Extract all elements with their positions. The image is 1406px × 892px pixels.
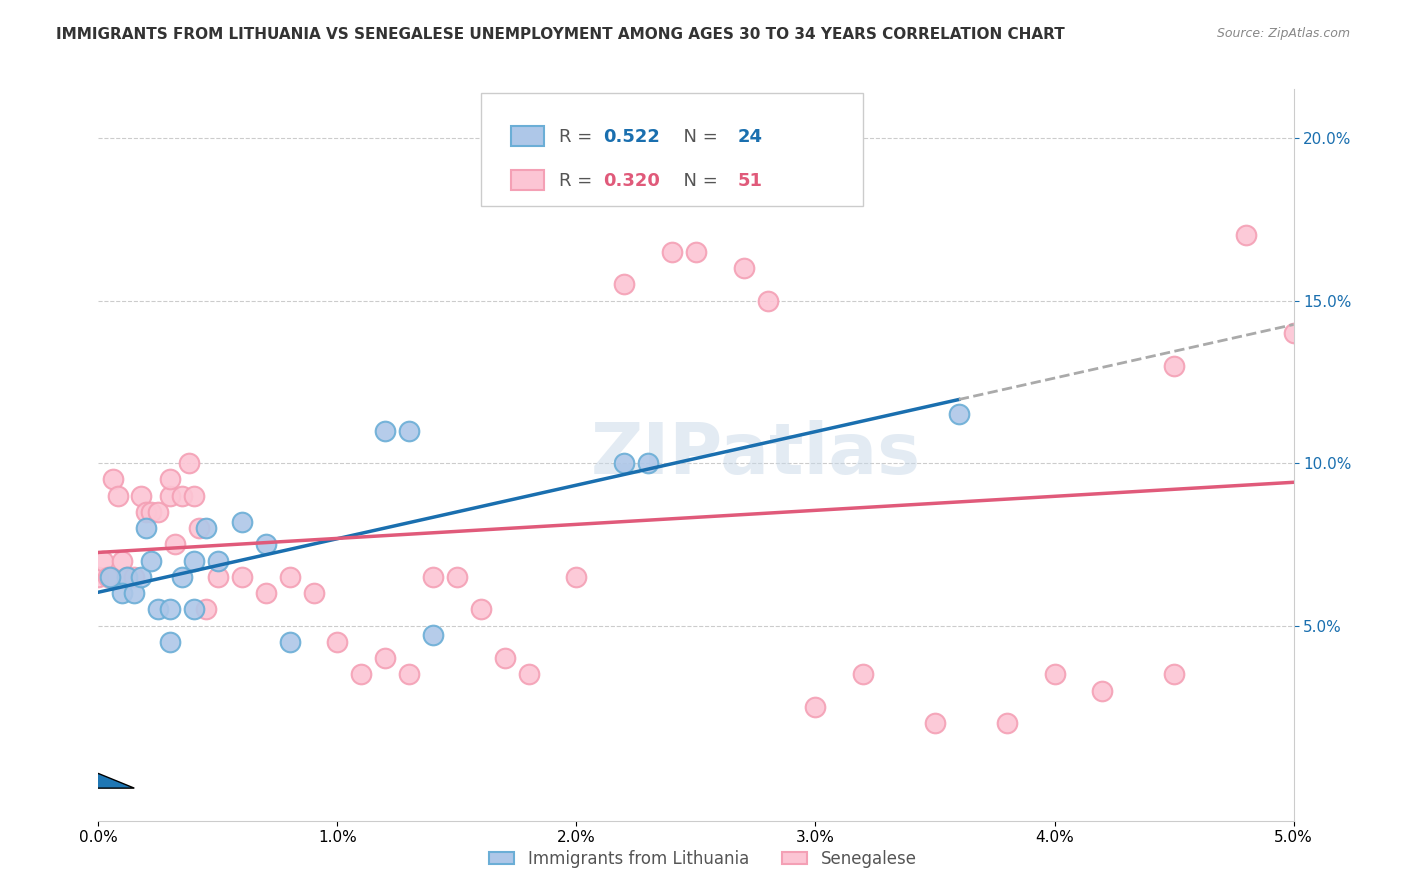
- Point: [124, 570, 146, 584]
- Point: [159, 635, 181, 649]
- Point: [179, 456, 201, 470]
- Point: [302, 586, 325, 600]
- Point: [183, 602, 205, 616]
- Point: [685, 244, 707, 259]
- Point: [804, 699, 827, 714]
- Point: [398, 667, 420, 681]
- FancyBboxPatch shape: [510, 169, 544, 190]
- Legend: Immigrants from Lithuania, Senegalese: Immigrants from Lithuania, Senegalese: [482, 844, 924, 875]
- Point: [446, 570, 468, 584]
- Text: R =: R =: [558, 171, 598, 190]
- Point: [135, 505, 157, 519]
- Point: [231, 515, 253, 529]
- Point: [183, 553, 205, 567]
- Point: [111, 586, 134, 600]
- Point: [87, 570, 110, 584]
- Point: [1282, 326, 1305, 340]
- Point: [278, 635, 301, 649]
- Text: 51: 51: [738, 171, 763, 190]
- Point: [135, 521, 157, 535]
- Point: [278, 570, 301, 584]
- Point: [254, 586, 277, 600]
- Text: N =: N =: [672, 171, 724, 190]
- Text: IMMIGRANTS FROM LITHUANIA VS SENEGALESE UNEMPLOYMENT AMONG AGES 30 TO 34 YEARS C: IMMIGRANTS FROM LITHUANIA VS SENEGALESE …: [56, 27, 1064, 42]
- Point: [1091, 683, 1114, 698]
- Point: [124, 586, 146, 600]
- Point: [422, 570, 444, 584]
- Point: [148, 602, 170, 616]
- Point: [131, 489, 153, 503]
- Text: N =: N =: [672, 128, 724, 145]
- Text: 0.320: 0.320: [603, 171, 659, 190]
- Point: [470, 602, 492, 616]
- Point: [517, 667, 540, 681]
- Text: 0.522: 0.522: [603, 128, 659, 145]
- Point: [231, 570, 253, 584]
- Point: [139, 553, 162, 567]
- Point: [115, 570, 138, 584]
- Point: [139, 505, 162, 519]
- Point: [207, 553, 229, 567]
- Point: [1043, 667, 1066, 681]
- Point: [195, 521, 218, 535]
- Point: [207, 570, 229, 584]
- Point: [374, 424, 396, 438]
- Point: [852, 667, 875, 681]
- Point: [163, 537, 186, 551]
- FancyBboxPatch shape: [481, 93, 863, 206]
- Point: [183, 489, 205, 503]
- Text: Source: ZipAtlas.com: Source: ZipAtlas.com: [1216, 27, 1350, 40]
- Text: R =: R =: [558, 128, 598, 145]
- Point: [948, 407, 970, 421]
- Point: [159, 602, 181, 616]
- FancyBboxPatch shape: [510, 126, 544, 146]
- Point: [709, 131, 731, 145]
- Point: [661, 244, 683, 259]
- Point: [326, 635, 349, 649]
- Point: [115, 570, 138, 584]
- Point: [637, 456, 659, 470]
- Point: [613, 277, 636, 292]
- Point: [756, 293, 779, 308]
- Point: [422, 628, 444, 642]
- Text: 24: 24: [738, 128, 763, 145]
- Point: [733, 260, 755, 275]
- Point: [107, 489, 129, 503]
- Point: [494, 651, 516, 665]
- Point: [613, 456, 636, 470]
- Point: [995, 716, 1018, 731]
- Point: [350, 667, 373, 681]
- Point: [111, 553, 134, 567]
- Point: [565, 570, 588, 584]
- Point: [172, 570, 194, 584]
- Point: [1163, 667, 1185, 681]
- Point: [1163, 359, 1185, 373]
- Point: [159, 472, 181, 486]
- Point: [148, 505, 170, 519]
- Point: [1234, 228, 1257, 243]
- Point: [131, 570, 153, 584]
- Point: [187, 521, 209, 535]
- Text: ZIPatlas: ZIPatlas: [591, 420, 921, 490]
- Point: [374, 651, 396, 665]
- Point: [924, 716, 946, 731]
- Point: [172, 489, 194, 503]
- Point: [91, 553, 114, 567]
- Point: [97, 570, 120, 584]
- FancyArrow shape: [63, 773, 135, 789]
- Point: [98, 570, 122, 584]
- Point: [101, 472, 124, 486]
- Point: [159, 489, 181, 503]
- Point: [398, 424, 420, 438]
- Point: [254, 537, 277, 551]
- Point: [195, 602, 218, 616]
